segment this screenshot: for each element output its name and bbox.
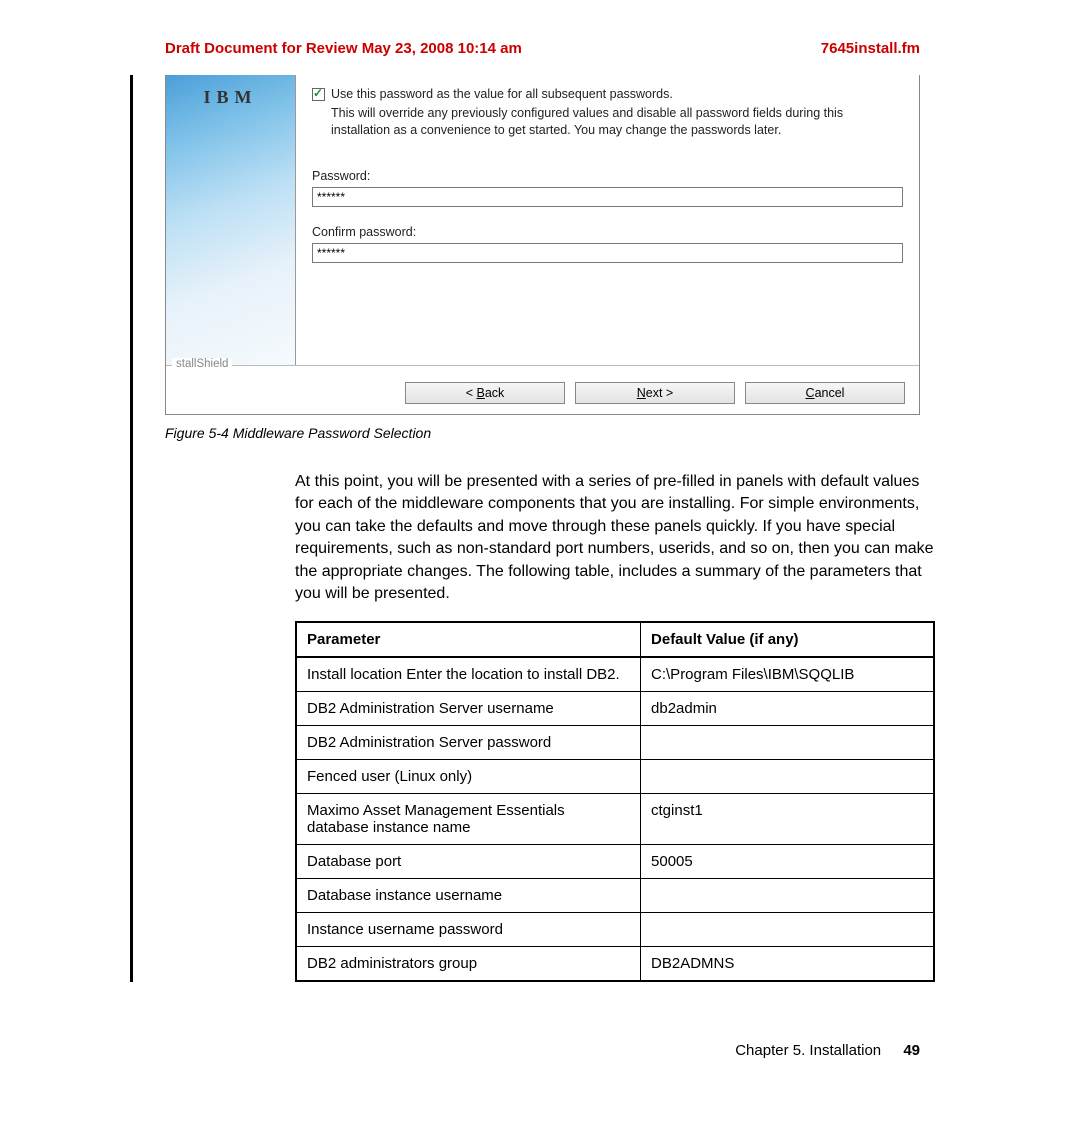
installer-dialog: IBM Use this password as the value for a… bbox=[165, 75, 920, 415]
table-cell-parameter: Database instance username bbox=[296, 879, 641, 913]
table-row: DB2 Administration Server usernamedb2adm… bbox=[296, 692, 934, 726]
table-cell-value: C:\Program Files\IBM\SQQLIB bbox=[641, 657, 934, 692]
figure-caption: Figure 5-4 Middleware Password Selection bbox=[165, 425, 920, 441]
table-cell-value: db2admin bbox=[641, 692, 934, 726]
table-cell-parameter: Maximo Asset Management Essentials datab… bbox=[296, 794, 641, 845]
change-bar bbox=[130, 842, 133, 876]
page-number: 49 bbox=[903, 1042, 920, 1059]
table-row: DB2 Administration Server password bbox=[296, 726, 934, 760]
ibm-logo: IBM bbox=[204, 87, 258, 108]
table-header-parameter: Parameter bbox=[296, 622, 641, 657]
table-header-default: Default Value (if any) bbox=[641, 622, 934, 657]
table-cell-parameter: DB2 Administration Server password bbox=[296, 726, 641, 760]
table-cell-value: 50005 bbox=[641, 845, 934, 879]
table-cell-parameter: Instance username password bbox=[296, 913, 641, 947]
table-row: Fenced user (Linux only) bbox=[296, 760, 934, 794]
filename-header: 7645install.fm bbox=[821, 40, 920, 57]
table-row: DB2 administrators groupDB2ADMNS bbox=[296, 947, 934, 982]
table-cell-value: DB2ADMNS bbox=[641, 947, 934, 982]
table-cell-value bbox=[641, 879, 934, 913]
table-cell-value: ctginst1 bbox=[641, 794, 934, 845]
table-row: Install location Enter the location to i… bbox=[296, 657, 934, 692]
table-cell-value bbox=[641, 726, 934, 760]
change-bar bbox=[130, 471, 133, 982]
password-label: Password: bbox=[312, 169, 903, 183]
table-cell-value bbox=[641, 760, 934, 794]
password-input[interactable] bbox=[312, 187, 903, 207]
parameters-table: Parameter Default Value (if any) Install… bbox=[295, 621, 935, 982]
password-description: This will override any previously config… bbox=[331, 105, 903, 139]
table-cell-parameter: Database port bbox=[296, 845, 641, 879]
cancel-button[interactable]: Cancel bbox=[745, 382, 905, 404]
table-cell-value bbox=[641, 913, 934, 947]
table-row: Instance username password bbox=[296, 913, 934, 947]
body-paragraph: At this point, you will be presented wit… bbox=[295, 471, 935, 605]
use-password-checkbox[interactable] bbox=[312, 88, 325, 101]
change-bar bbox=[130, 75, 133, 471]
next-button[interactable]: Next > bbox=[575, 382, 735, 404]
confirm-password-input[interactable] bbox=[312, 243, 903, 263]
installer-side-panel: IBM bbox=[166, 75, 296, 365]
table-row: Database instance username bbox=[296, 879, 934, 913]
table-row: Database port50005 bbox=[296, 845, 934, 879]
installshield-label: stallShield bbox=[172, 358, 232, 370]
draft-header: Draft Document for Review May 23, 2008 1… bbox=[165, 40, 522, 57]
table-cell-parameter: Install location Enter the location to i… bbox=[296, 657, 641, 692]
table-cell-parameter: Fenced user (Linux only) bbox=[296, 760, 641, 794]
use-password-label: Use this password as the value for all s… bbox=[331, 87, 673, 101]
confirm-password-label: Confirm password: bbox=[312, 225, 903, 239]
chapter-label: Chapter 5. Installation bbox=[735, 1042, 881, 1059]
back-button[interactable]: < Back bbox=[405, 382, 565, 404]
table-cell-parameter: DB2 Administration Server username bbox=[296, 692, 641, 726]
table-row: Maximo Asset Management Essentials datab… bbox=[296, 794, 934, 845]
table-cell-parameter: DB2 administrators group bbox=[296, 947, 641, 982]
